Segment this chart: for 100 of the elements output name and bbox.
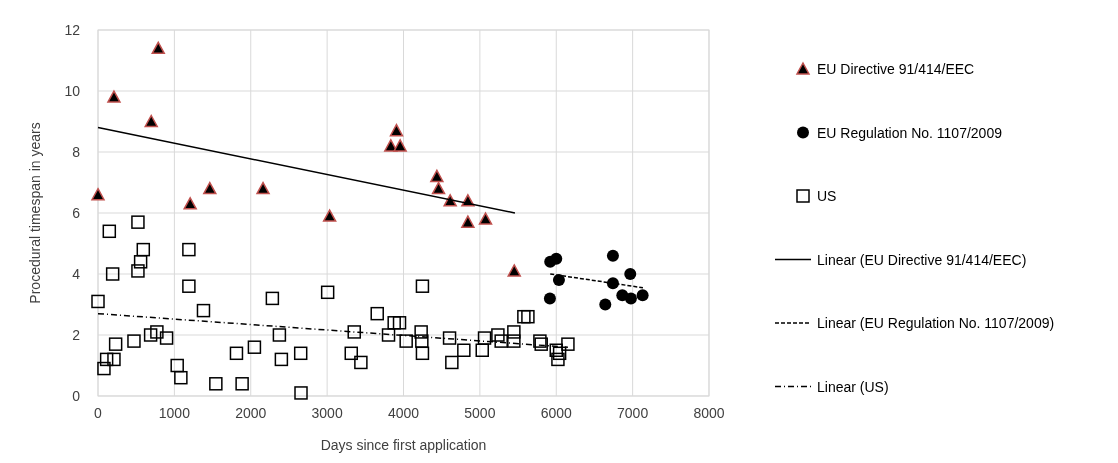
point [107, 352, 121, 367]
point [599, 298, 612, 311]
point [478, 212, 493, 225]
y-tick-label: 10 [64, 83, 81, 99]
point [183, 197, 197, 210]
point [294, 386, 308, 400]
legend-label: EU Directive 91/414/EEC [817, 61, 975, 77]
point [392, 316, 407, 330]
point [107, 90, 121, 103]
point [552, 274, 565, 287]
x-tick-label: 3000 [311, 405, 343, 421]
point [442, 331, 457, 345]
point [97, 361, 111, 376]
x-tick-label: 6000 [540, 405, 573, 421]
point [415, 346, 430, 361]
x-tick-label: 0 [94, 405, 103, 421]
point [127, 334, 141, 348]
x-tick-label: 8000 [693, 405, 725, 421]
point [247, 340, 262, 354]
point [272, 328, 287, 342]
point [381, 328, 396, 342]
point [293, 346, 308, 361]
point [414, 325, 428, 339]
point [549, 343, 563, 357]
x-tick-label: 7000 [617, 405, 649, 421]
x-axis-title: Days since first application [320, 437, 487, 453]
point [507, 264, 521, 277]
point [507, 334, 521, 348]
point [322, 209, 337, 222]
point [552, 346, 567, 361]
point [196, 303, 211, 318]
point [636, 289, 649, 302]
point [102, 224, 117, 239]
point [475, 343, 489, 357]
point [517, 309, 531, 324]
point [174, 370, 188, 385]
point [344, 346, 359, 361]
x-tick-label: 5000 [464, 405, 496, 421]
legend-label: US [817, 188, 837, 204]
point [387, 316, 401, 330]
point [91, 187, 105, 201]
point [461, 194, 475, 207]
point [443, 194, 457, 207]
point [235, 377, 249, 391]
point [354, 355, 368, 370]
y-tick-label: 6 [72, 205, 81, 221]
point [143, 328, 158, 342]
point [91, 294, 105, 309]
legend-label: EU Regulation No. 1107/2009 [817, 124, 1003, 141]
point [182, 279, 196, 293]
point [131, 264, 145, 278]
point [477, 331, 492, 345]
point [494, 334, 508, 348]
point [431, 181, 446, 195]
point [543, 292, 556, 305]
point [561, 337, 575, 351]
point [393, 139, 407, 152]
point [624, 268, 637, 280]
legend-label: Linear (US) [817, 378, 889, 395]
point [182, 242, 196, 257]
point [136, 242, 151, 257]
point [445, 355, 459, 370]
x-tick-label: 4000 [387, 405, 420, 421]
point [265, 291, 280, 306]
y-tick-label: 0 [72, 388, 81, 404]
x-tick-label: 1000 [158, 405, 191, 421]
y-tick-label: 4 [72, 266, 81, 282]
y-tick-label: 12 [64, 22, 81, 38]
point [606, 249, 619, 262]
y-axis-title: Procedural timespan in years [27, 122, 43, 304]
point [133, 255, 148, 269]
point [209, 377, 223, 391]
point [159, 331, 174, 345]
legend-label: Linear (EU Directive 91/414/EEC) [817, 251, 1027, 268]
point [461, 215, 475, 228]
point [144, 114, 158, 128]
point [389, 123, 404, 137]
point [415, 334, 429, 348]
point [131, 215, 145, 229]
point [150, 325, 164, 339]
point [624, 292, 637, 305]
x-tick-label: 2000 [235, 405, 267, 421]
point [415, 279, 430, 293]
point [491, 328, 505, 342]
point [274, 352, 289, 367]
y-tick-label: 8 [72, 144, 81, 160]
point [108, 337, 123, 351]
y-tick-label: 2 [72, 327, 81, 343]
point [229, 346, 244, 361]
point [551, 352, 565, 367]
point [256, 181, 270, 195]
point [507, 325, 521, 339]
point [399, 334, 413, 348]
point [457, 343, 471, 357]
point [105, 267, 120, 281]
legend-label: Linear (EU Regulation No. 1107/2009) [817, 315, 1055, 331]
point [550, 252, 563, 265]
point [99, 352, 114, 367]
point [430, 169, 444, 183]
point [151, 41, 166, 55]
